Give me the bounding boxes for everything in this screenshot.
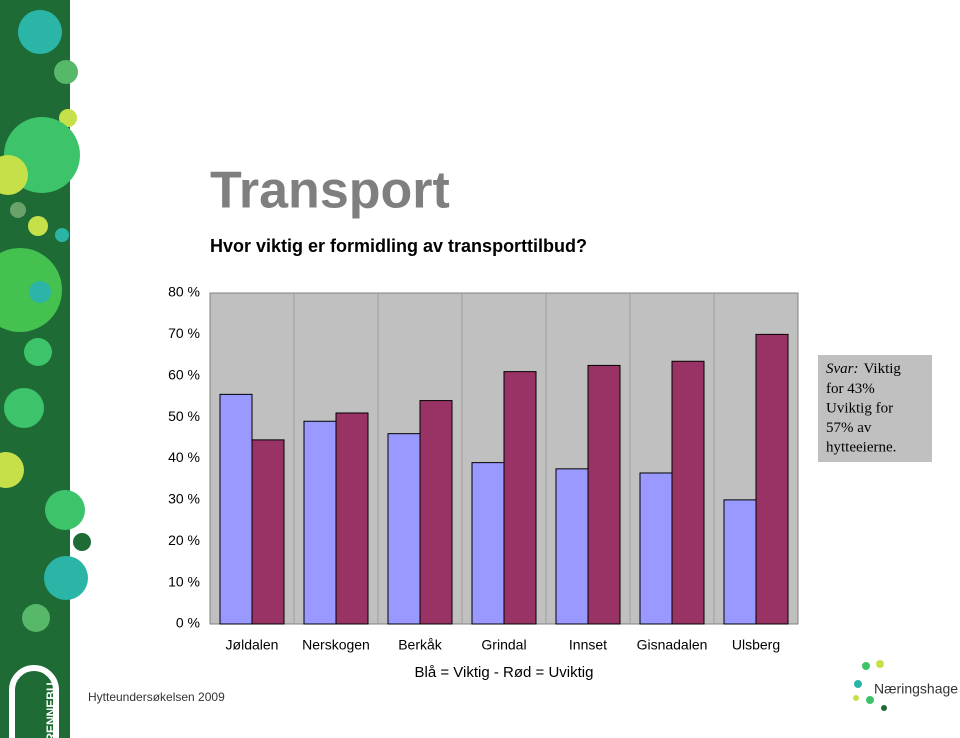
bar: [419, 400, 453, 625]
bar: [723, 499, 757, 625]
logo-right: [853, 660, 887, 711]
x-tick-label: Nerskogen: [302, 637, 370, 653]
annotation-line: for 43%: [826, 381, 875, 397]
annotation-box: [818, 355, 932, 462]
bar: [503, 371, 537, 625]
y-tick-label: 80 %: [168, 284, 200, 300]
bar: [251, 439, 285, 625]
x-tick-label: Berkåk: [398, 637, 443, 653]
x-tick-label: Ulsberg: [732, 637, 780, 653]
logo-right-text: Næringshage: [874, 681, 958, 697]
y-tick-label: 10 %: [168, 573, 200, 589]
annotation-line: 57% av: [826, 420, 872, 436]
y-tick-label: 40 %: [168, 449, 200, 465]
annotation-prefix: Svar:: [826, 361, 859, 377]
bar: [387, 433, 421, 625]
annotation-line: hytteeierne.: [826, 439, 896, 455]
title: Transport: [210, 162, 450, 220]
annotation-text: Viktig: [864, 361, 902, 377]
logo-arch: [9, 665, 59, 738]
bar: [671, 360, 705, 625]
annotation-line: Uviktig for: [826, 400, 893, 416]
logo-left-text: RENNEBU: [44, 682, 58, 738]
y-tick-label: 0 %: [176, 615, 200, 631]
x-tick-label: Jøldalen: [226, 637, 279, 653]
y-tick-label: 50 %: [168, 408, 200, 424]
bar: [335, 412, 369, 625]
bar: [555, 468, 589, 625]
bar: [755, 333, 789, 625]
decor-circles: [0, 10, 91, 632]
x-tick-label: Innset: [569, 637, 607, 653]
bar: [219, 393, 253, 625]
y-tick-label: 70 %: [168, 325, 200, 341]
footer: Hytteundersøkelsen 2009: [88, 690, 225, 704]
y-tick-label: 20 %: [168, 532, 200, 548]
bar: [587, 364, 621, 625]
x-tick-label: Gisnadalen: [637, 637, 708, 653]
annotation-line: Svar: Viktig: [826, 361, 901, 377]
bar: [471, 462, 505, 625]
y-tick-label: 60 %: [168, 366, 200, 382]
legend-text: Blå = Viktig - Rød = Uviktig: [415, 664, 594, 681]
bar: [303, 420, 337, 625]
x-tick-label: Grindal: [481, 637, 526, 653]
subtitle: Hvor viktig er formidling av transportti…: [210, 236, 587, 256]
bar: [639, 472, 673, 625]
y-tick-label: 30 %: [168, 491, 200, 507]
